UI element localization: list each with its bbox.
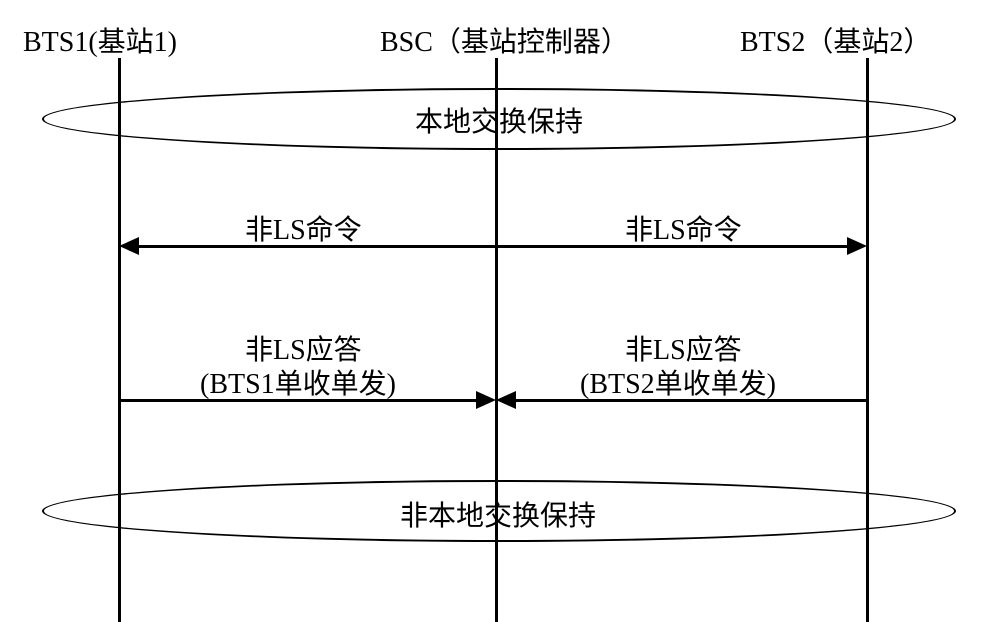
msg2-label-0: 非LS命令 [625,208,742,248]
msg1-arrowhead [119,237,139,255]
msg4-arrowhead [496,391,516,409]
msg3-label-1: (BTS1单收单发) [200,362,396,402]
msg2-arrowhead [847,237,867,255]
band-nonlocal-label: 非本地交换保持 [400,494,596,534]
msg1-label-0: 非LS命令 [245,208,362,248]
sequence-diagram: BTS1(基站1) BSC（基站控制器） BTS2（基站2） 本地交换保持非本地交换保… [0,0,1000,622]
lifeline-bts2 [866,58,869,622]
msg4-label-1: (BTS2单收单发) [580,362,776,402]
lifeline-bts1 [118,58,121,622]
band-local-label: 本地交换保持 [415,100,583,140]
actor-label-bsc: BSC（基站控制器） [380,20,629,60]
msg3-arrowhead [476,391,496,409]
actor-label-bts2: BTS2（基站2） [740,20,931,60]
actor-label-bts1: BTS1(基站1) [23,20,177,60]
